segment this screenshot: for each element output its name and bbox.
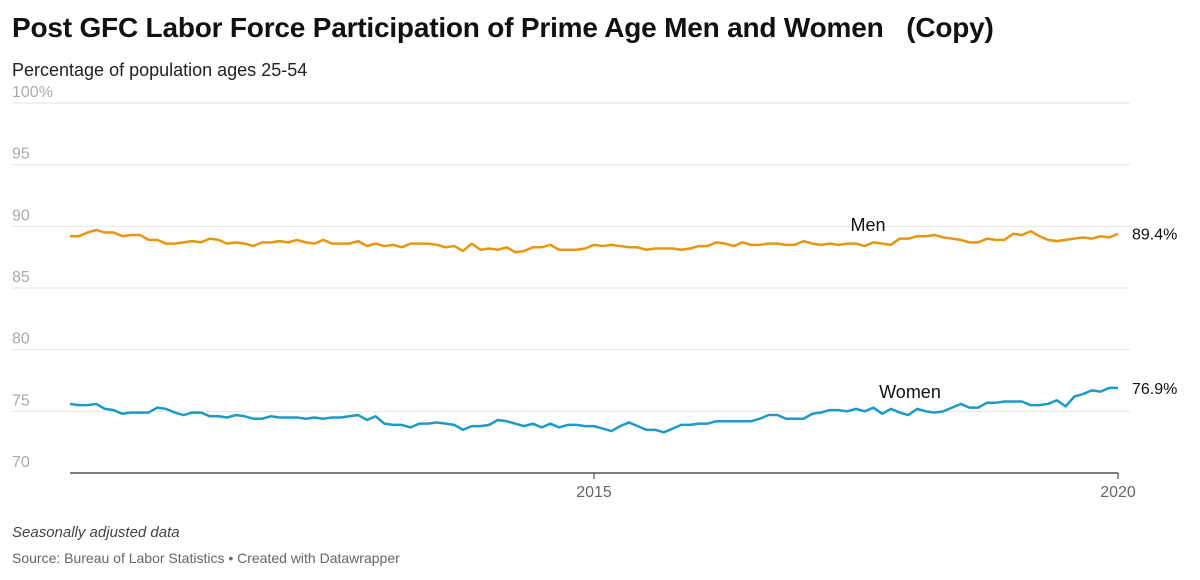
gridlines	[12, 102, 1130, 412]
y-axis-tick-labels: 100% 95 90 85 80 75 70	[12, 84, 53, 471]
y-tick-label: 100%	[12, 84, 53, 101]
chart-title: Post GFC Labor Force Participation of Pr…	[12, 12, 994, 43]
x-tick-label: 2020	[1100, 484, 1136, 501]
y-tick-label: 90	[12, 207, 30, 224]
end-value-label-men: 89.4%	[1132, 227, 1177, 244]
x-axis-ticks: 2015 2020	[576, 473, 1136, 501]
y-tick-label: 75	[12, 392, 30, 409]
series-name-label-women: Women	[879, 382, 941, 402]
y-tick-label: 85	[12, 269, 30, 286]
series-labels: 89.4% 76.9% Men Women	[850, 215, 1177, 402]
chart-subtitle: Percentage of population ages 25-54	[12, 60, 308, 80]
end-value-label-women: 76.9%	[1132, 381, 1177, 398]
series-lines	[69, 228, 1119, 434]
series-line-men	[70, 228, 1119, 254]
x-tick-label: 2015	[576, 484, 612, 501]
y-tick-label: 95	[12, 146, 30, 163]
footnote: Seasonally adjusted data	[12, 524, 180, 541]
series-name-label-men: Men	[850, 215, 885, 235]
source-credit: Source: Bureau of Labor Statistics • Cre…	[12, 550, 400, 566]
y-tick-label: 80	[12, 331, 30, 348]
y-tick-label: 70	[12, 454, 30, 471]
series-line-women	[69, 386, 1118, 434]
